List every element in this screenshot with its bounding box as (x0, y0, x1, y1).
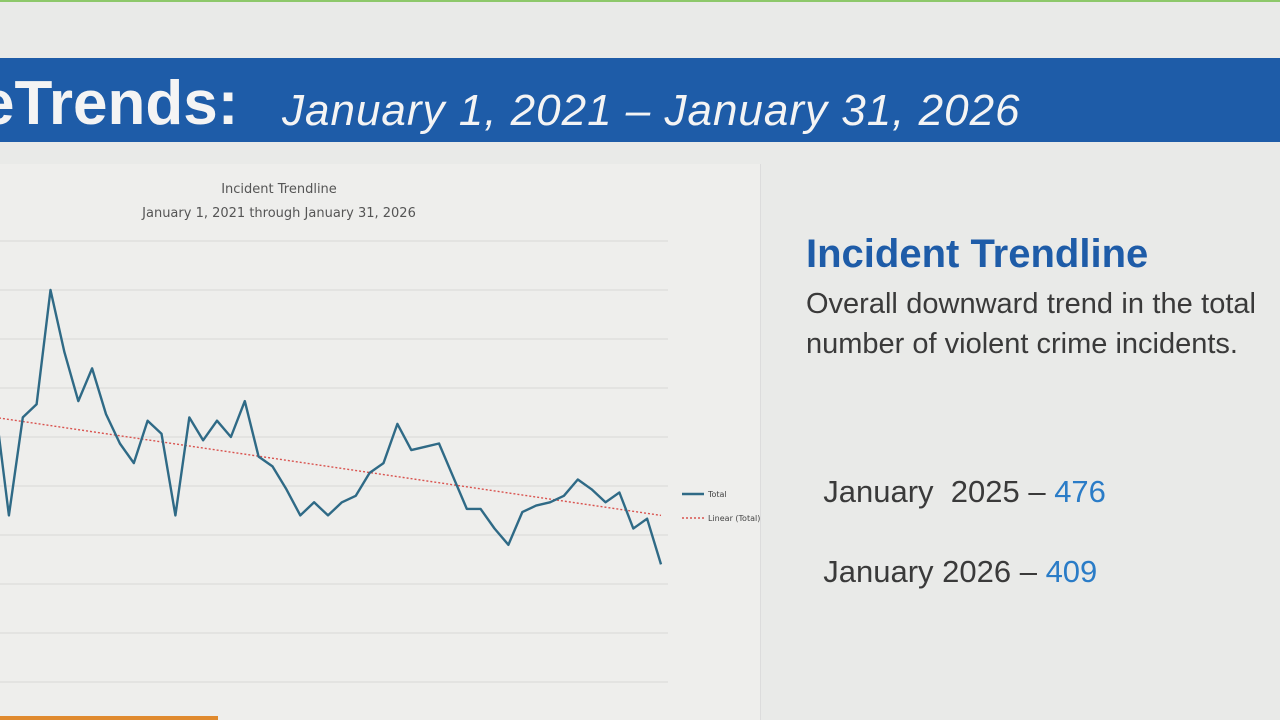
slide-title-bar: eTrends: January 1, 2021 – January 31, 2… (0, 58, 1280, 142)
incident-trendline-chart: Incident Trendline January 1, 2021 throu… (0, 182, 760, 683)
slide-date-range: January 1, 2021 – January 31, 2026 (282, 86, 1021, 135)
bottom-accent-bar (0, 716, 218, 720)
stat-label: January 2026 – (823, 554, 1046, 589)
legend-label: Total (707, 490, 727, 499)
chart-title: Incident Trendline (221, 182, 337, 197)
series-linear-total (0, 417, 662, 517)
chart-grid (0, 240, 668, 683)
chart-legend: Total Linear (Total) (682, 490, 760, 523)
slide-title: eTrends: (0, 69, 239, 138)
top-accent-line (0, 0, 1280, 2)
side-body-text: Overall downward trend in the total numb… (806, 288, 1256, 360)
stat-label: January 2025 – (823, 474, 1055, 509)
side-panel: Incident Trendline Overall downward tren… (806, 230, 1256, 364)
side-heading: Incident Trendline (806, 232, 1149, 276)
legend-linear-total: Linear (Total) (682, 514, 760, 523)
chart-subtitle: January 1, 2021 through January 31, 2026 (141, 206, 416, 221)
stat-row-2025: January 2025 – 476 (806, 438, 1106, 510)
legend-total: Total (682, 490, 727, 499)
series-total-line (0, 288, 663, 565)
legend-label: Linear (Total) (708, 514, 760, 523)
chart-series (0, 288, 663, 565)
stat-value: 476 (1054, 474, 1106, 509)
stat-row-2026: January 2026 – 409 (806, 518, 1097, 590)
stat-value: 409 (1045, 554, 1098, 589)
chart-panel: Incident Trendline January 1, 2021 throu… (0, 164, 761, 720)
